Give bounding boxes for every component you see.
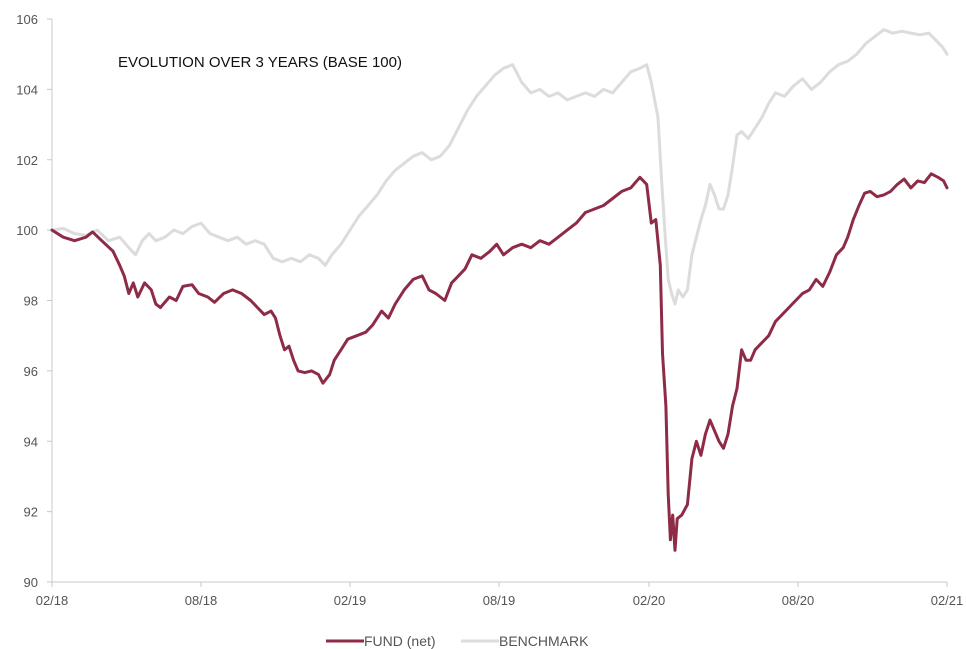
series-line-fund (50, 172, 949, 552)
x-tick-label: 02/20 (633, 593, 666, 608)
y-tick-label: 100 (16, 223, 38, 238)
x-axis-ticks: 02/18 08/18 02/19 08/19 02/20 08/20 02/21 (36, 582, 964, 608)
x-tick-label: 08/19 (483, 593, 516, 608)
legend: FUND (net) BENCHMARK (326, 633, 589, 649)
x-tick-label: 02/18 (36, 593, 69, 608)
y-tick-label: 98 (24, 294, 38, 309)
plot-area: 90 92 94 96 98 100 102 104 106 02/18 08/18 02/19 08… (16, 12, 963, 608)
y-tick-label: 104 (16, 82, 38, 97)
series-line-benchmark (50, 28, 949, 306)
x-tick-label: 02/21 (931, 593, 964, 608)
chart-title: EVOLUTION OVER 3 YEARS (BASE 100) (118, 54, 402, 71)
legend-label: FUND (net) (364, 633, 436, 649)
legend-item-fund: FUND (net) (326, 633, 436, 649)
y-tick-label: 92 (24, 505, 38, 520)
x-tick-label: 08/18 (185, 593, 218, 608)
y-tick-label: 90 (24, 575, 38, 590)
y-tick-label: 96 (24, 364, 38, 379)
series-layer (50, 28, 949, 552)
y-axis-ticks: 90 92 94 96 98 100 102 104 106 (16, 12, 52, 590)
legend-item-benchmark: BENCHMARK (461, 633, 589, 649)
x-tick-label: 08/20 (782, 593, 815, 608)
x-tick-label: 02/19 (334, 593, 367, 608)
y-tick-label: 94 (24, 434, 38, 449)
y-tick-label: 106 (16, 12, 38, 27)
legend-label: BENCHMARK (499, 633, 589, 649)
y-tick-label: 102 (16, 153, 38, 168)
